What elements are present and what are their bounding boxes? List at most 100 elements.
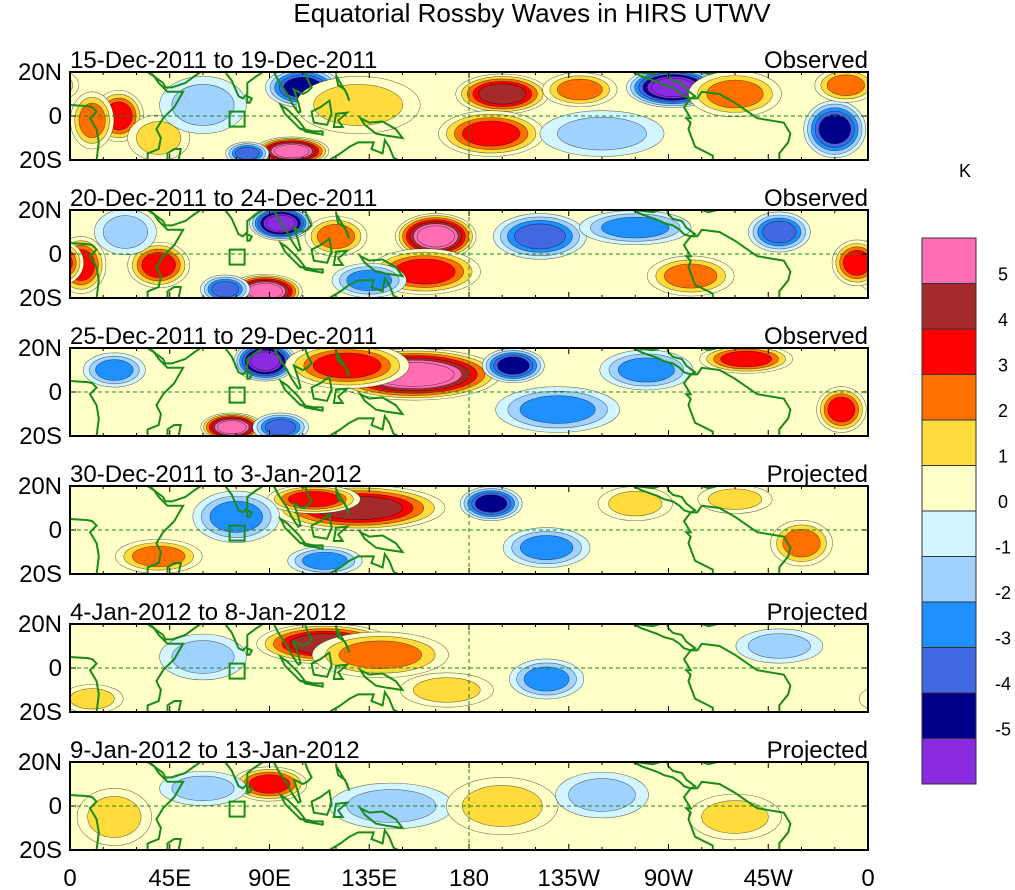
coastline — [322, 137, 399, 160]
contour-band — [416, 225, 455, 248]
contour-band — [211, 281, 240, 298]
contour-band — [827, 396, 856, 423]
coastline — [357, 253, 405, 278]
contour-band — [818, 114, 851, 145]
colorbar-swatch — [921, 647, 977, 694]
anomaly-blob — [646, 255, 735, 297]
coastline — [299, 679, 324, 688]
panel-3: 20N 0 20S 25-Dec-2011 to 29-Dec-2011 Observe… — [18, 323, 869, 450]
coastline — [632, 72, 698, 100]
contour-band — [865, 255, 868, 275]
anomaly-blob — [459, 486, 523, 522]
anomaly-blob — [70, 684, 868, 712]
anomaly-blob — [542, 72, 618, 108]
contour-band — [514, 223, 566, 250]
lat-tick-label: 0 — [49, 241, 62, 268]
anomaly-blob — [502, 527, 591, 568]
contour-band — [0, 525, 28, 562]
colorbar-label: 5 — [998, 265, 1008, 285]
coastline — [335, 626, 351, 653]
anomaly-blob — [70, 239, 868, 286]
coastline — [218, 210, 265, 238]
anomaly-blob — [159, 770, 247, 806]
contour-band — [461, 785, 543, 827]
coastline — [335, 212, 351, 239]
contour-band — [1008, 501, 1015, 532]
lon-tick-label: 90W — [644, 865, 694, 890]
anomaly-blob — [735, 628, 824, 664]
coastline — [299, 265, 324, 274]
anomaly-blob — [70, 72, 868, 103]
panel-date-range: 20-Dec-2011 to 24-Dec-2011 — [70, 185, 377, 212]
coastline — [299, 403, 324, 412]
contour-band — [892, 90, 942, 141]
coastline — [682, 366, 792, 436]
lat-tick-label: 20N — [18, 197, 62, 224]
coastline — [335, 488, 351, 515]
contour-band — [720, 350, 772, 368]
contour-band — [478, 83, 527, 105]
anomaly-blob — [329, 782, 454, 830]
coastline — [166, 286, 183, 298]
contour-band — [1010, 281, 1015, 297]
contour-band — [0, 212, 12, 252]
colorbar-label: 3 — [998, 356, 1008, 376]
contour-band — [523, 666, 570, 692]
coastline — [322, 413, 399, 436]
contour-band — [313, 84, 403, 126]
anomaly-blob — [481, 348, 545, 384]
coastline — [272, 72, 313, 114]
coastline — [246, 646, 254, 656]
anomaly-blob — [803, 100, 867, 159]
anomaly-blob — [249, 210, 312, 241]
anomaly-blob — [699, 348, 793, 374]
coastline — [218, 72, 265, 100]
panel-date-range: 30-Dec-2011 to 3-Jan-2012 — [70, 461, 362, 488]
contour-band — [601, 216, 670, 239]
contour-band — [338, 640, 423, 669]
lon-tick-label: 45E — [148, 865, 191, 890]
contour-band — [102, 215, 148, 249]
anomaly-blob — [83, 352, 146, 388]
colorbar-swatch — [921, 237, 977, 284]
colorbar-swatch — [921, 419, 977, 466]
coastline — [357, 529, 405, 554]
anomaly-blob — [0, 520, 833, 567]
lon-tick-label: 180 — [449, 865, 489, 890]
contour-band — [782, 529, 821, 558]
lat-tick-label: 20N — [18, 749, 62, 776]
coastline — [699, 624, 717, 628]
coastline — [272, 762, 313, 804]
anomaly-blob — [252, 412, 309, 436]
contour-band — [302, 551, 348, 570]
anomaly-blob — [688, 72, 782, 118]
anomaly-blob — [284, 348, 410, 389]
anomaly-blob — [455, 73, 550, 115]
anomaly-blob — [114, 538, 203, 574]
panel-5: 20N 0 20S 4-Jan-2012 to 8-Jan-2012 Projected — [18, 599, 869, 726]
contour-band — [899, 98, 934, 134]
coastline — [632, 210, 698, 238]
lat-tick-label: 20N — [18, 335, 62, 362]
anomaly-blob — [0, 211, 811, 253]
coastline — [272, 486, 313, 528]
panel-status: Projected — [767, 599, 868, 626]
colorbar-swatch — [921, 556, 977, 603]
coastline — [166, 424, 183, 436]
anomaly-blob — [495, 386, 621, 433]
coastline — [145, 762, 203, 779]
panel-status: Observed — [764, 323, 868, 350]
contour-band — [497, 356, 530, 375]
coastline — [332, 525, 351, 542]
coastline — [166, 148, 183, 160]
coastline — [357, 115, 405, 140]
panel-date-range: 4-Jan-2012 to 8-Jan-2012 — [70, 599, 346, 626]
coastline — [218, 486, 265, 514]
contour-band — [171, 775, 235, 802]
lat-tick-label: 20S — [19, 423, 62, 450]
anomaly-blob — [295, 76, 421, 134]
coastline — [335, 74, 351, 101]
coastline — [272, 624, 313, 666]
contour-band — [886, 796, 939, 837]
